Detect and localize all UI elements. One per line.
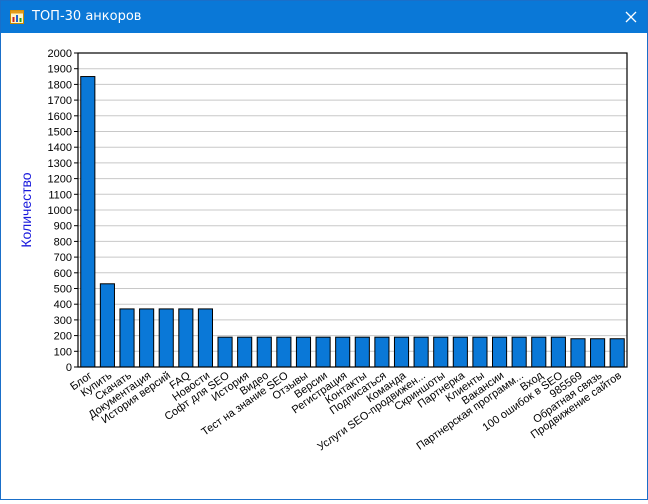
bar	[335, 336, 351, 368]
y-tick-label: 1700	[48, 95, 72, 107]
bar	[433, 336, 449, 368]
y-tick-label: 2000	[48, 48, 72, 60]
bar	[570, 338, 586, 368]
bar	[491, 336, 508, 368]
bar	[139, 308, 155, 368]
y-tick-label: 1200	[48, 174, 72, 186]
bar	[413, 336, 429, 368]
y-tick-label: 500	[54, 284, 72, 296]
bar-chart: 0 100 200 300 400 500 600 700 800 900 1000 1100 1200…	[18, 48, 628, 453]
y-tick-label: 1100	[48, 189, 72, 201]
bar	[197, 308, 214, 368]
bar	[374, 336, 390, 368]
bar	[119, 308, 135, 368]
y-tick-label: 100	[54, 346, 72, 358]
y-axis-label: Количество	[18, 172, 34, 247]
bar	[217, 336, 233, 368]
bar	[256, 336, 272, 368]
bar	[511, 336, 527, 368]
bar	[531, 336, 547, 368]
y-tick-label: 600	[54, 268, 72, 280]
bar	[295, 336, 312, 368]
bar	[550, 336, 566, 368]
window-title: ТОП-30 анкоров	[32, 9, 142, 24]
y-tick-label: 1600	[48, 111, 72, 123]
y-tick-label: 700	[54, 252, 72, 264]
bar	[452, 336, 468, 368]
y-tick-label: 200	[54, 331, 72, 343]
bar	[276, 336, 292, 368]
close-icon	[625, 11, 637, 23]
bar	[590, 338, 606, 368]
bar	[315, 336, 331, 368]
bar	[178, 308, 194, 368]
bar	[99, 283, 115, 368]
y-tick-label: 1000	[48, 205, 72, 217]
y-tick-label: 1800	[48, 79, 72, 91]
bar	[393, 336, 410, 368]
bar	[354, 336, 370, 368]
bar	[158, 308, 174, 368]
close-button[interactable]	[615, 1, 647, 33]
plot-frame	[77, 52, 628, 368]
y-tick-label: 1400	[48, 142, 72, 154]
y-tick-label: 400	[54, 299, 72, 311]
bar	[609, 338, 625, 368]
bar	[472, 336, 488, 368]
y-tick-label: 1900	[48, 64, 72, 76]
bar	[80, 76, 96, 368]
chart-area: 0 100 200 300 400 500 600 700 800 900 1000 1100 1200…	[1, 33, 647, 499]
y-tick-label: 1500	[48, 127, 72, 139]
y-tick-label: 300	[54, 315, 72, 327]
y-tick-label: 0	[66, 362, 72, 374]
y-tick-label: 1300	[48, 158, 72, 170]
chart-app-icon	[10, 10, 24, 24]
title-bar[interactable]: ТОП-30 анкоров	[1, 1, 647, 33]
bar	[237, 336, 253, 368]
y-tick-label: 900	[54, 221, 72, 233]
y-tick-label: 800	[54, 236, 72, 248]
